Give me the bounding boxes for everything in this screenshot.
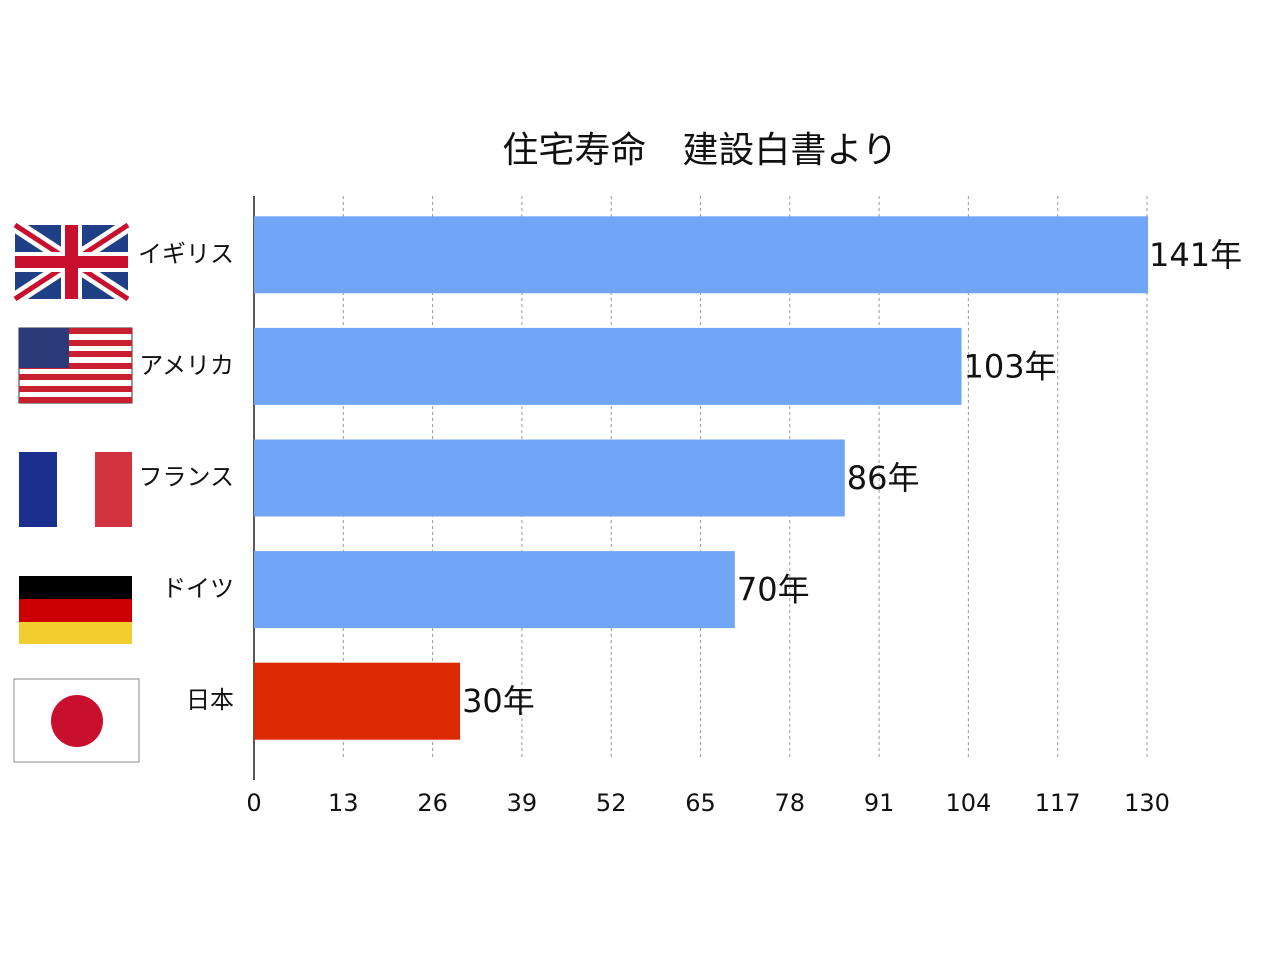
category-label: ドイツ <box>162 575 234 603</box>
category-label: 日本 <box>186 686 234 714</box>
plot-area <box>254 216 1148 740</box>
x-tick-label: 130 <box>1124 789 1170 817</box>
x-tick-label: 65 <box>685 789 716 817</box>
flag-japan <box>13 678 140 763</box>
x-tick-label: 39 <box>507 789 538 817</box>
chart-title: 住宅寿命 建設白書より <box>502 130 897 171</box>
flag-france <box>19 452 132 527</box>
value-label: 86年 <box>847 459 920 497</box>
bar <box>254 439 845 517</box>
flag-germany <box>19 576 132 644</box>
bar <box>254 662 461 740</box>
value-label: 70年 <box>737 571 810 609</box>
x-tick-label: 104 <box>945 789 991 817</box>
x-tick-label: 117 <box>1035 789 1081 817</box>
bar <box>254 216 1148 294</box>
flag-uk <box>11 219 132 305</box>
x-tick-label: 26 <box>417 789 448 817</box>
x-tick-label: 52 <box>596 789 627 817</box>
flag-us <box>18 327 133 404</box>
x-tick-label: 78 <box>775 789 806 817</box>
x-tick-label: 0 <box>246 789 261 817</box>
category-label: フランス <box>138 463 234 491</box>
category-label: イギリス <box>138 240 234 268</box>
value-label: 103年 <box>964 347 1057 385</box>
x-tick-label: 91 <box>864 789 895 817</box>
value-label: 30年 <box>462 682 535 720</box>
value-label: 141年 <box>1149 236 1242 274</box>
x-tick-label: 13 <box>328 789 359 817</box>
category-label: アメリカ <box>139 351 234 379</box>
bar <box>254 551 735 629</box>
bar <box>254 327 962 405</box>
